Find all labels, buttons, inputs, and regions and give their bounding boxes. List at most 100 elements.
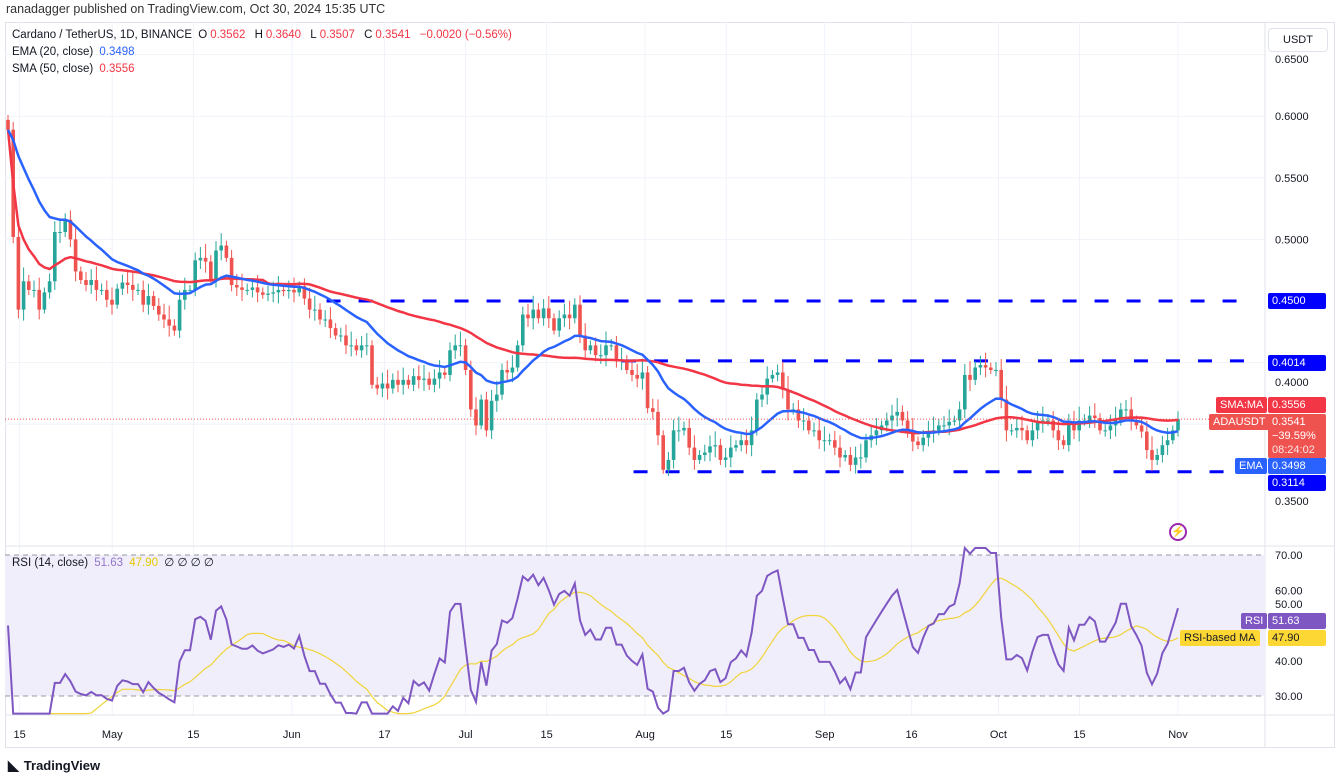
level-4500-tag: 0.4500 — [1268, 293, 1326, 309]
candle-down — [900, 411, 905, 421]
candle-up — [671, 430, 676, 460]
candle-up — [801, 420, 806, 422]
candle-down — [209, 261, 213, 281]
candle-up — [515, 345, 520, 368]
candle-up — [843, 455, 847, 458]
price-tick-label: 0.3500 — [1275, 496, 1309, 508]
candle-up — [287, 289, 291, 292]
candle-up — [770, 374, 775, 379]
candle-up — [297, 286, 301, 293]
rsi-extra-values: ∅ ∅ ∅ ∅ — [164, 557, 214, 569]
candle-down — [307, 298, 312, 310]
tradingview-logo[interactable]: ◣ TradingView — [8, 757, 100, 774]
candle-down — [796, 409, 801, 421]
candle-down — [224, 245, 229, 258]
low-value: 0.3507 — [319, 29, 355, 41]
candle-down — [105, 289, 109, 300]
candle-down — [37, 289, 41, 310]
candle-down — [833, 440, 837, 448]
candle-down — [661, 435, 665, 470]
candle-up — [973, 367, 977, 380]
candle-up — [713, 445, 717, 447]
candle-up — [448, 350, 452, 375]
currency-button[interactable]: USDT — [1268, 28, 1328, 52]
symbol-legend: Cardano / TetherUS, 1D, BINANCE O 0.3562 … — [12, 29, 515, 41]
price-tick-label: 0.6500 — [1275, 54, 1309, 66]
candle-up — [957, 409, 962, 421]
candle-up — [1009, 430, 1014, 432]
candle-up — [313, 309, 317, 311]
candle-down — [1145, 431, 1149, 451]
candle-up — [573, 304, 577, 319]
lightning-icon[interactable]: ⚡ — [1169, 523, 1187, 541]
rsi-tick-label: 50.00 — [1275, 599, 1303, 611]
candle-down — [838, 447, 842, 458]
candle-up — [89, 280, 93, 285]
sma-legend[interactable]: SMA (50, close) 0.3556 — [12, 63, 138, 75]
candle-down — [375, 384, 379, 389]
time-tick-label: 16 — [905, 729, 917, 741]
price-tag: 0.3541 −39.59% 08:24:02 — [1268, 414, 1326, 458]
candle-down — [1061, 440, 1066, 446]
level-4014-tag: 0.4014 — [1268, 355, 1326, 371]
candle-up — [994, 369, 998, 371]
candle-up — [760, 394, 764, 400]
candle-down — [302, 286, 307, 299]
candle-up — [874, 430, 879, 436]
candle-down — [344, 335, 348, 346]
candle-up — [1124, 409, 1128, 411]
candle-down — [807, 420, 811, 431]
candle-down — [255, 287, 260, 293]
candle-up — [1046, 420, 1050, 422]
time-tick-label: Nov — [1168, 729, 1188, 741]
candle-down — [240, 287, 244, 290]
candle-down — [443, 372, 447, 375]
candle-down — [645, 372, 650, 409]
candle-up — [739, 440, 743, 446]
candle-up — [120, 282, 125, 289]
candle-up — [1035, 421, 1040, 431]
candle-up — [1155, 455, 1159, 460]
symbol-title[interactable]: Cardano / TetherUS, 1D, BINANCE — [12, 29, 193, 41]
candle-down — [692, 447, 697, 460]
candle-up — [422, 378, 426, 380]
candle-up — [609, 345, 613, 347]
candle-up — [1087, 415, 1092, 421]
time-tick-label: 15 — [13, 729, 25, 741]
candle-up — [510, 367, 515, 373]
candle-down — [911, 430, 915, 442]
ema-legend[interactable]: EMA (20, close) 0.3498 — [12, 46, 138, 58]
candle-down — [1004, 399, 1009, 431]
candle-down — [781, 372, 785, 390]
low-label: L — [310, 29, 317, 41]
candle-up — [1103, 430, 1107, 432]
rsi-tag-value: 51.63 — [1268, 613, 1326, 629]
candle-down — [151, 296, 156, 306]
candle-down — [27, 281, 31, 290]
candle-up — [58, 232, 62, 234]
candle-down — [1051, 420, 1055, 431]
sma-label: SMA (50, close) — [12, 63, 94, 75]
candle-up — [146, 296, 151, 305]
chart-frame — [5, 22, 1335, 748]
candle-down — [73, 239, 78, 272]
candle-down — [656, 411, 660, 436]
candle-up — [895, 411, 899, 416]
candle-up — [1067, 421, 1071, 446]
candle-up — [193, 260, 197, 290]
candle-down — [125, 282, 130, 285]
candle-up — [380, 383, 385, 389]
candle-down — [567, 314, 572, 319]
candle-up — [214, 250, 218, 281]
candle-up — [99, 289, 104, 291]
candle-down — [786, 389, 790, 410]
candle-up — [1165, 440, 1170, 446]
rsi-line — [7, 545, 1179, 715]
candle-up — [411, 376, 416, 385]
candle-down — [968, 374, 972, 380]
candle-up — [885, 420, 889, 426]
candle-down — [162, 314, 166, 320]
candle-down — [744, 440, 749, 446]
rsi-legend[interactable]: RSI (14, close) 51.63 47.90 ∅ ∅ ∅ ∅ — [12, 555, 217, 569]
